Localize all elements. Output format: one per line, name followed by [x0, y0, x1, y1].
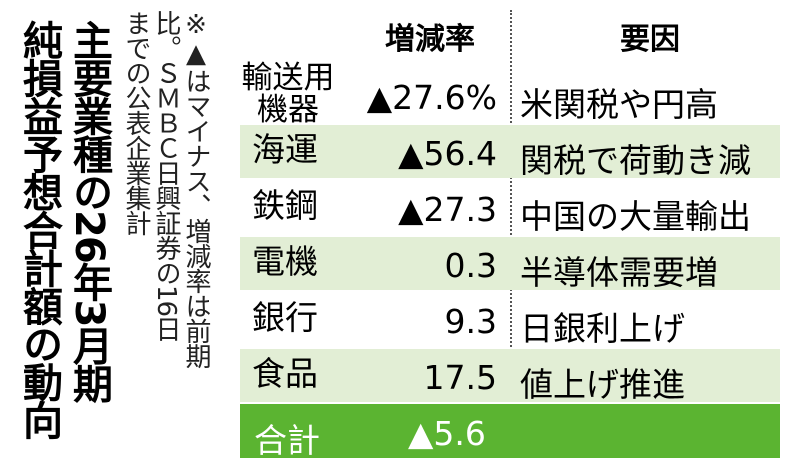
header-cell: 増減率	[385, 22, 475, 57]
row-label: 銀行	[252, 298, 318, 337]
header-cell: 要因	[620, 22, 680, 57]
row-label: 電機	[252, 242, 318, 281]
row-factor: 中国の大量輸出	[520, 197, 751, 236]
row-background	[240, 125, 780, 178]
row-factor: 米関税や円高	[520, 85, 718, 124]
row-value: 0.3	[444, 246, 497, 285]
row-value: ▲27.3	[398, 190, 497, 229]
total-background	[240, 404, 780, 458]
row-label: 食品	[252, 354, 318, 393]
total-label: 合計	[254, 421, 320, 460]
row-value: ▲27.6%	[366, 78, 497, 117]
note-line: 比。ＳＭＢＣ日興証券の16日	[151, 10, 181, 342]
total-value: ▲5.6	[408, 414, 486, 453]
title-line: 主要業種の26年3月期	[66, 20, 112, 402]
row-value: 9.3	[444, 302, 497, 341]
row-factor: 日銀利上げ	[520, 309, 685, 348]
row-label: 鉄鋼	[252, 186, 318, 225]
row-label: 輸送用機器	[241, 60, 335, 128]
note-line: までの公表企業集計	[121, 10, 151, 235]
note-line: ※▲はマイナス、増減率は前期	[181, 10, 211, 368]
row-value: ▲56.4	[398, 134, 497, 173]
row-factor: 半導体需要増	[520, 253, 718, 292]
row-factor: 値上げ推進	[520, 365, 685, 404]
row-background	[240, 237, 780, 290]
divider	[510, 10, 512, 402]
row-value: 17.5	[423, 358, 497, 397]
title-line: 純損益予想合計額の動向	[16, 20, 62, 438]
row-factor: 関税で荷動き減	[520, 141, 751, 180]
row-label: 海運	[252, 130, 318, 169]
row-background	[240, 349, 780, 402]
